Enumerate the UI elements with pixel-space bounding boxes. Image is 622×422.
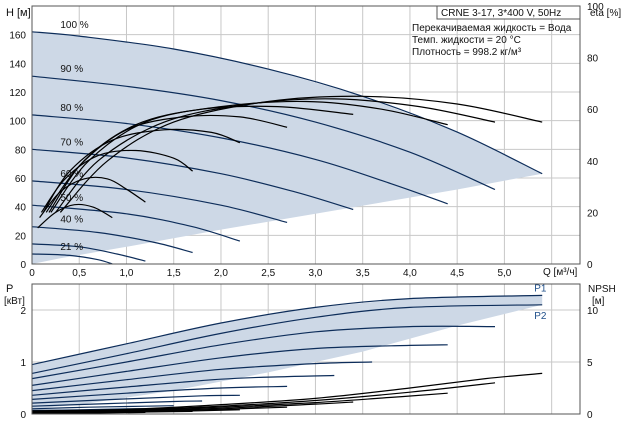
power-range-region <box>32 295 543 409</box>
model-box <box>436 5 581 20</box>
head-curve-1 <box>31 75 496 191</box>
x-tick-label: 0 <box>29 268 35 279</box>
speed-label: 70 % <box>60 137 83 148</box>
speed-label: 100 % <box>60 20 88 31</box>
power-series-labels: P1 P2 <box>534 283 547 321</box>
power-npsh-chart: 0 1 2 0 5 10 P1 P2 P [кВт] NPSH [м] <box>4 283 616 421</box>
x-tick-label: 1,5 <box>167 268 181 279</box>
liquid-info: CRNE 3-17, 3*400 V, 50Hz Перекачиваемая … <box>412 5 581 58</box>
y2-tick-label: 0 <box>587 410 593 421</box>
pump-model-label: CRNE 3-17, 3*400 V, 50Hz <box>441 8 561 19</box>
power-curve-6 <box>31 385 288 400</box>
y2-tick-label: 10 <box>587 306 599 317</box>
flow-axis-label: Q [м³/ч] <box>543 267 578 278</box>
head-curve-7 <box>31 243 146 262</box>
y-tick-label: 140 <box>9 59 26 70</box>
speed-label: 50 % <box>60 193 83 204</box>
npsh-curves <box>31 372 543 414</box>
power-curve-5 <box>31 374 335 396</box>
y-tick-label: 40 <box>15 203 27 214</box>
y-tick-label: 20 <box>15 231 27 242</box>
operating-range-region <box>32 31 543 264</box>
power-curve-0 <box>31 294 543 366</box>
y2-tick-label: 60 <box>587 105 599 116</box>
y-tick-label: 100 <box>9 117 26 128</box>
power-curves <box>31 294 543 411</box>
power-curve-4 <box>31 361 373 392</box>
power-curve-3 <box>31 344 448 386</box>
power-axis-unit: [кВт] <box>4 296 25 307</box>
speed-labels: 100 % 90 % 80 % 70 % 60 % 50 % 40 % 21 % <box>60 20 88 253</box>
power-curve-2 <box>31 325 496 380</box>
head-axes: 0 20 40 60 80 100 120 140 160 0 20 40 60 80 100 0 0,5 1,0… <box>9 2 604 279</box>
y2-tick-label: 0 <box>587 260 593 271</box>
head-axis-label: H [м] <box>6 7 31 19</box>
y-tick-label: 80 <box>15 145 27 156</box>
y-tick-label: 0 <box>20 410 26 421</box>
liquid-temp-label: Темп. жидкости = 20 °C <box>412 35 521 46</box>
y2-tick-label: 80 <box>587 54 599 65</box>
power-series-label: P2 <box>534 311 547 322</box>
liquid-density-label: Плотность = 998.2 кг/м³ <box>412 47 522 58</box>
speed-label: 60 % <box>60 169 83 180</box>
x-tick-label: 2,0 <box>214 268 228 279</box>
eta-curve-7 <box>39 176 146 218</box>
power-axis-label-p-text: P <box>6 283 13 295</box>
x-tick-label: 4,5 <box>450 268 464 279</box>
eta-curve-8 <box>37 203 113 229</box>
npsh-axis-unit: [м] <box>592 296 605 307</box>
speed-label: 21 % <box>60 242 83 253</box>
head-curve-2 <box>31 114 448 205</box>
head-curve-8 <box>31 253 113 265</box>
power-curve-8 <box>31 400 203 407</box>
eta-axis-label: eta [%] <box>590 8 621 19</box>
head-curve-6 <box>31 226 193 254</box>
head-efficiency-chart: 0 20 40 60 80 100 120 140 160 0 20 40 60 80 100 0 0,5 1,0… <box>6 2 621 279</box>
x-tick-label: 0,5 <box>72 268 86 279</box>
x-tick-label: 5,0 <box>497 268 511 279</box>
head-curve-5 <box>31 204 241 242</box>
y-tick-label: 2 <box>20 306 26 317</box>
power-curve-9 <box>31 405 174 410</box>
y2-tick-label: 5 <box>587 358 593 369</box>
y-tick-label: 120 <box>9 88 26 99</box>
y-tick-label: 1 <box>20 358 26 369</box>
power-curve-7 <box>31 394 240 404</box>
power-series-label: P1 <box>534 283 547 294</box>
efficiency-curves <box>37 95 543 229</box>
y2-tick-label: 20 <box>587 208 599 219</box>
power-axis-label-p: P <box>6 283 13 295</box>
speed-label: 40 % <box>60 215 83 226</box>
eta-curve-6 <box>40 149 193 213</box>
head-curve-0 <box>31 31 543 175</box>
liquid-label: Перекачиваемая жидкость = Вода <box>412 23 572 34</box>
x-tick-label: 1,0 <box>120 268 134 279</box>
y-tick-label: 0 <box>20 260 26 271</box>
y2-tick-label: 100 <box>587 2 604 13</box>
x-tick-label: 2,5 <box>261 268 275 279</box>
y2-tick-label: 40 <box>587 157 599 168</box>
eta-curve-5 <box>42 128 241 213</box>
power-curve-1 <box>31 304 543 374</box>
speed-label: 90 % <box>60 64 83 75</box>
y-tick-label: 60 <box>15 174 27 185</box>
npsh-curve-7 <box>31 411 146 414</box>
speed-label: 80 % <box>60 103 83 114</box>
npsh-axis-label: NPSH <box>588 284 616 295</box>
power-axes: 0 1 2 0 5 10 <box>20 306 598 421</box>
x-tick-label: 4,0 <box>403 268 417 279</box>
x-tick-label: 3,5 <box>356 268 370 279</box>
y-tick-label: 160 <box>9 31 26 42</box>
x-tick-label: 3,0 <box>308 268 322 279</box>
power-plot-frame <box>31 283 581 415</box>
head-plot-frame <box>31 5 581 265</box>
